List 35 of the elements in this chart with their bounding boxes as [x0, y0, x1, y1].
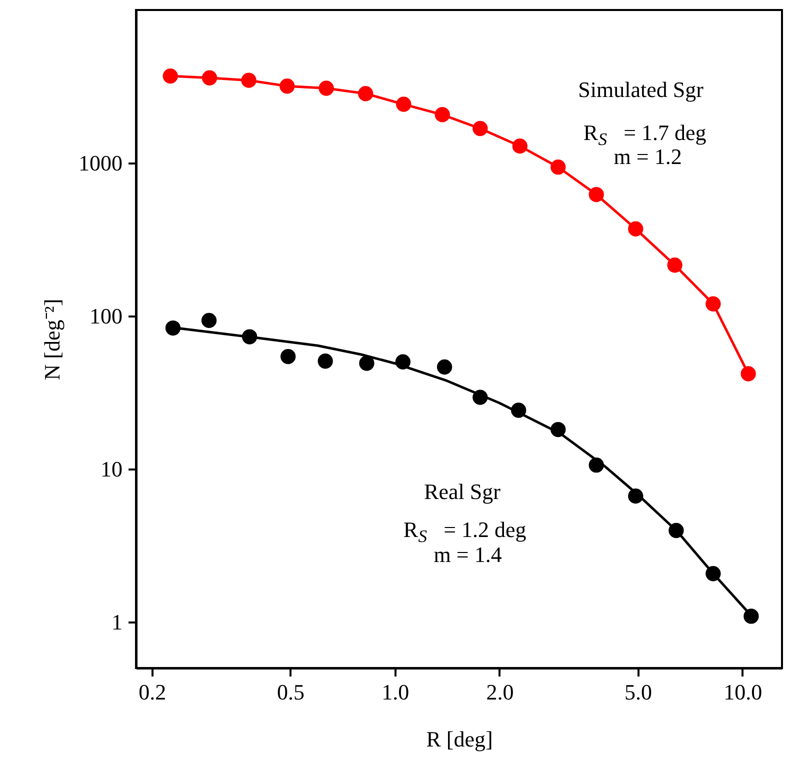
annotation: Real Sgr: [424, 479, 502, 504]
point: [472, 120, 488, 136]
annotation: m = 1.2: [614, 144, 682, 169]
annotation: Simulated Sgr: [578, 77, 704, 102]
y-tick-label: 10: [100, 456, 122, 482]
point: [434, 107, 450, 122]
point: [280, 348, 296, 364]
point: [318, 354, 333, 369]
point: [667, 258, 682, 273]
x-tick-label: 0.2: [138, 680, 166, 704]
point: [318, 80, 334, 96]
point: [588, 186, 604, 202]
point: [358, 86, 374, 102]
x-tick-label: 5.0: [624, 680, 652, 704]
point: [628, 221, 644, 236]
annotation: m = 1.4: [434, 542, 502, 567]
point: [744, 608, 759, 624]
x-tick-label: 10.0: [724, 680, 762, 704]
x-tick-label: 2.0: [486, 680, 514, 704]
point: [162, 68, 178, 84]
x-axis-title: R [deg]: [426, 726, 493, 752]
y-tick-label: 100: [90, 303, 122, 328]
y-axis-title: N [deg⁻²]: [40, 298, 64, 380]
x-tick-label: 0.5: [276, 680, 304, 704]
point: [706, 296, 721, 312]
x-tick-label: 1.0: [382, 680, 410, 704]
point: [201, 312, 217, 328]
point: [550, 160, 566, 175]
point: [241, 72, 256, 88]
point: [280, 78, 295, 94]
y-tick-label: 1000: [78, 150, 122, 176]
point: [512, 138, 528, 154]
point: [202, 70, 218, 86]
y-tick-label: 1: [112, 609, 122, 634]
point: [396, 96, 412, 112]
